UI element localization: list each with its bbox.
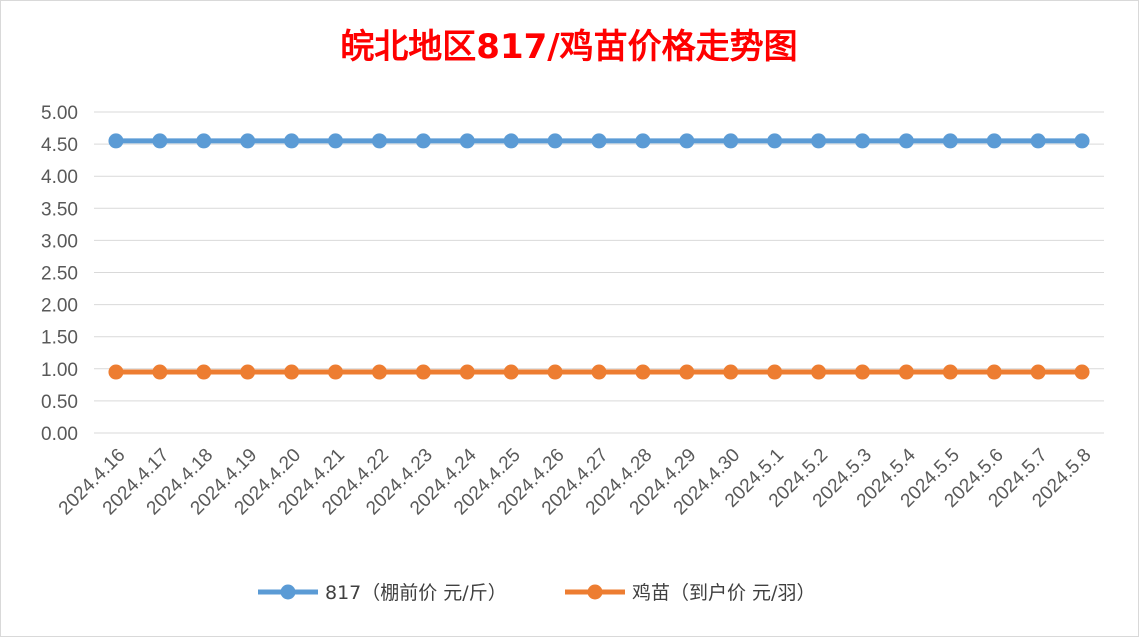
data-point <box>679 364 695 380</box>
data-point <box>371 364 387 380</box>
series-2 <box>108 364 1090 380</box>
data-point <box>854 133 870 149</box>
data-point <box>240 364 256 380</box>
legend-label: 817（棚前价 元/斤） <box>325 582 507 604</box>
x-axis: 2024.4.162024.4.172024.4.182024.4.192024… <box>55 444 1096 519</box>
data-point <box>591 364 607 380</box>
y-tick-label: 0.50 <box>41 392 78 413</box>
data-point <box>1030 133 1046 149</box>
y-tick-label: 1.00 <box>41 360 78 381</box>
data-point <box>328 364 344 380</box>
data-point <box>767 364 783 380</box>
data-point <box>1074 364 1090 380</box>
data-point <box>986 364 1002 380</box>
data-point <box>503 133 519 149</box>
data-point <box>1074 133 1090 149</box>
y-axis: 0.00 0.50 1.00 1.50 2.00 2.50 3.00 3.50 4.00 4.50… <box>41 103 78 445</box>
legend-marker <box>280 584 296 600</box>
data-point <box>898 364 914 380</box>
y-tick-label: 5.00 <box>41 103 78 124</box>
series-group <box>108 133 1090 380</box>
data-point <box>898 133 914 149</box>
data-point <box>591 133 607 149</box>
data-point <box>284 133 300 149</box>
y-tick-label: 2.50 <box>41 264 78 285</box>
data-point <box>547 133 563 149</box>
data-point <box>547 364 563 380</box>
data-point <box>723 364 739 380</box>
y-tick-label: 1.50 <box>41 328 78 349</box>
data-point <box>459 133 475 149</box>
data-point <box>635 133 651 149</box>
data-point <box>767 133 783 149</box>
data-point <box>811 133 827 149</box>
legend-label: 鸡苗（到户价 元/羽） <box>632 582 815 604</box>
data-point <box>1030 364 1046 380</box>
data-point <box>196 364 212 380</box>
y-tick-label: 0.00 <box>41 424 78 445</box>
legend-marker <box>587 584 603 600</box>
y-tick-label: 3.00 <box>41 231 78 252</box>
data-point <box>152 133 168 149</box>
gridlines <box>94 111 1104 434</box>
data-point <box>328 133 344 149</box>
data-point <box>503 364 519 380</box>
data-point <box>811 364 827 380</box>
data-point <box>152 364 168 380</box>
data-point <box>415 133 431 149</box>
legend-item: 817（棚前价 元/斤） <box>258 582 507 604</box>
y-tick-label: 2.00 <box>41 296 78 317</box>
data-point <box>284 364 300 380</box>
chart-title: 皖北地区817/鸡苗价格走势图 <box>340 27 797 67</box>
data-point <box>723 133 739 149</box>
data-point <box>415 364 431 380</box>
data-point <box>679 133 695 149</box>
data-point <box>942 364 958 380</box>
data-point <box>196 133 212 149</box>
data-point <box>108 364 124 380</box>
data-point <box>942 133 958 149</box>
data-point <box>108 133 124 149</box>
y-tick-label: 4.00 <box>41 167 78 188</box>
data-point <box>986 133 1002 149</box>
y-tick-label: 4.50 <box>41 135 78 156</box>
legend: 817（棚前价 元/斤） 鸡苗（到户价 元/羽） <box>258 582 815 604</box>
data-point <box>371 133 387 149</box>
legend-item: 鸡苗（到户价 元/羽） <box>565 582 815 604</box>
data-point <box>240 133 256 149</box>
y-tick-label: 3.50 <box>41 199 78 220</box>
series-1 <box>108 133 1090 149</box>
data-point <box>459 364 475 380</box>
data-point <box>635 364 651 380</box>
data-point <box>854 364 870 380</box>
